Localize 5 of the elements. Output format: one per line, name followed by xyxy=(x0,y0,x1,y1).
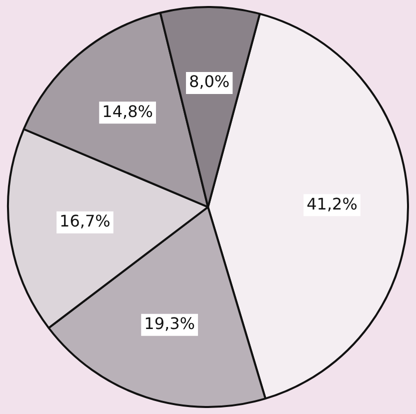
data-label: 41,2% xyxy=(306,194,358,214)
data-label: 14,8% xyxy=(102,102,153,121)
data-label: 8,0% xyxy=(188,72,230,92)
data-label: 16,7% xyxy=(60,212,110,231)
data-label: 19,3% xyxy=(144,314,195,334)
